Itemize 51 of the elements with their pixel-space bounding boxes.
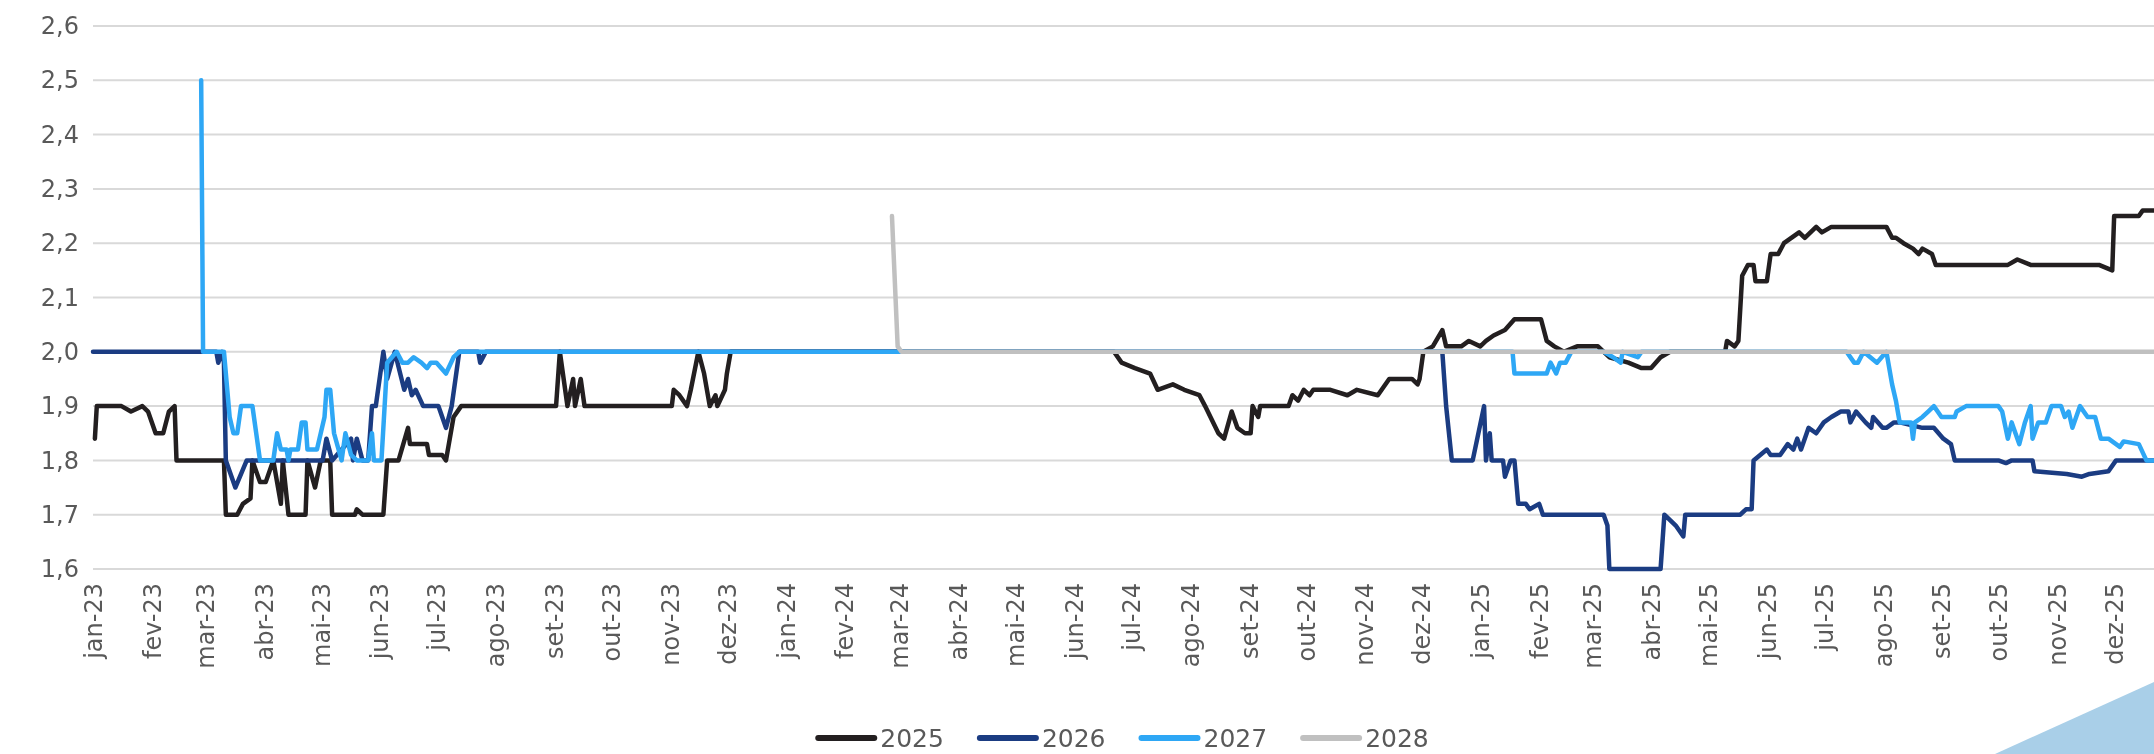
x-tick-label: jun-23 bbox=[366, 583, 395, 661]
x-tick-label: mar-23 bbox=[191, 583, 220, 669]
x-tick-label: dez-23 bbox=[713, 583, 742, 665]
x-tick-label: jul-24 bbox=[1117, 583, 1146, 652]
y-tick-label: 1,8 bbox=[40, 446, 79, 475]
legend-label: 2026 bbox=[1041, 723, 1106, 753]
y-tick-label: 2,4 bbox=[40, 120, 79, 149]
x-tick-label: mai-23 bbox=[307, 583, 336, 667]
y-tick-label: 2,5 bbox=[40, 66, 79, 95]
x-tick-label: dez-24 bbox=[1408, 583, 1437, 665]
x-tick-label: ago-23 bbox=[482, 583, 511, 668]
x-tick-label: abr-25 bbox=[1637, 583, 1666, 661]
x-tick-label: jun-24 bbox=[1061, 583, 1090, 661]
x-tick-label: set-23 bbox=[541, 583, 570, 659]
y-tick-label: 2,6 bbox=[40, 12, 79, 41]
legend-label: 2028 bbox=[1365, 723, 1429, 753]
x-tick-label: jul-23 bbox=[423, 583, 452, 652]
x-tick-label: out-25 bbox=[1985, 583, 2014, 662]
y-tick-label: 1,9 bbox=[40, 392, 79, 421]
x-tick-label: mai-24 bbox=[1002, 583, 1031, 667]
x-tick-label: set-24 bbox=[1235, 583, 1264, 659]
x-tick-label: fev-23 bbox=[138, 583, 167, 659]
x-tick-label: jul-25 bbox=[1810, 583, 1839, 652]
x-tick-label: nov-25 bbox=[2044, 583, 2073, 666]
x-tick-label: mai-25 bbox=[1694, 583, 1723, 667]
x-tick-label: abr-24 bbox=[945, 583, 974, 661]
x-tick-label: fev-24 bbox=[831, 583, 860, 659]
y-tick-label: 2,3 bbox=[40, 175, 79, 204]
x-tick-label: mar-24 bbox=[886, 583, 915, 669]
x-tick-label: mar-25 bbox=[1579, 583, 1608, 669]
x-tick-label: jan-24 bbox=[772, 583, 801, 660]
legend-label: 2025 bbox=[880, 723, 944, 753]
x-tick-label: jun-25 bbox=[1753, 583, 1782, 661]
y-tick-label: 1,7 bbox=[40, 500, 79, 529]
y-tick-label: 2,2 bbox=[40, 229, 79, 258]
x-tick-label: nov-24 bbox=[1351, 583, 1380, 666]
x-tick-label: fev-25 bbox=[1526, 583, 1555, 659]
x-tick-label: dez-25 bbox=[2101, 583, 2130, 665]
x-tick-label: jan-25 bbox=[1467, 583, 1496, 660]
x-tick-label: nov-23 bbox=[656, 583, 685, 666]
y-tick-label: 2,1 bbox=[40, 283, 79, 312]
x-tick-label: abr-23 bbox=[250, 583, 279, 661]
y-tick-label: 2,0 bbox=[40, 337, 79, 366]
x-tick-label: out-23 bbox=[598, 583, 626, 662]
legend-label: 2027 bbox=[1203, 723, 1268, 753]
x-tick-label: set-25 bbox=[1928, 583, 1957, 659]
x-tick-label: out-24 bbox=[1292, 583, 1321, 662]
x-tick-label: jan-23 bbox=[79, 583, 108, 660]
x-tick-label: ago-25 bbox=[1869, 583, 1898, 668]
x-tick-label: ago-24 bbox=[1176, 583, 1205, 668]
y-tick-label: 1,6 bbox=[40, 555, 79, 584]
